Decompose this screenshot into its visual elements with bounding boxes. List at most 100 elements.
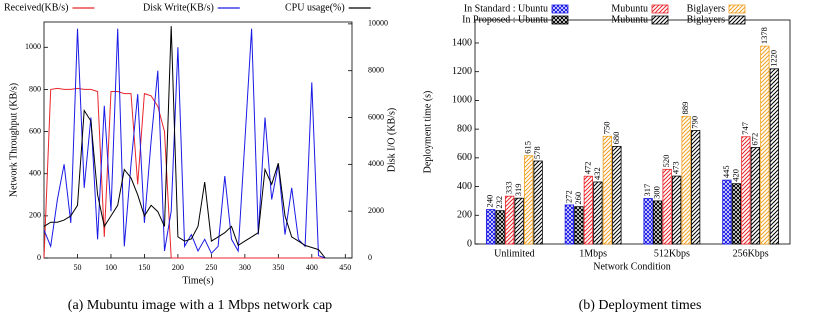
value-label: 317 — [642, 184, 652, 197]
bar — [769, 68, 780, 245]
legend-label: CPU usage(%) — [285, 2, 345, 13]
bar — [690, 130, 701, 245]
legend-swatch — [551, 4, 569, 14]
y-axis-label: Network Throughput (KB/s) — [8, 83, 19, 197]
y-tick-label: 200 — [29, 211, 41, 220]
y2-tick-label: 10000 — [368, 19, 388, 28]
bar — [574, 206, 584, 245]
value-label: 420 — [730, 169, 740, 182]
value-label: 333 — [504, 181, 514, 194]
legend-label: Received(KB/s) — [4, 2, 68, 13]
series-line — [43, 87, 326, 259]
x-tick-label: 300 — [239, 263, 251, 272]
value-label: 889 — [680, 102, 690, 115]
bar — [722, 179, 732, 245]
bar — [671, 175, 682, 245]
bar — [652, 200, 663, 245]
bar — [731, 183, 742, 245]
x-tick-label: 512Kbps — [654, 248, 690, 259]
x-tick-label: 150 — [138, 263, 150, 272]
value-label: 672 — [749, 133, 759, 146]
value-label: 578 — [532, 146, 542, 159]
bar — [662, 168, 672, 245]
legend-swatch — [551, 15, 569, 25]
value-label: 300 — [652, 186, 662, 199]
bar — [485, 209, 496, 245]
legend-label: Mubuntu — [611, 3, 648, 14]
bar — [504, 195, 515, 245]
bar — [514, 197, 524, 245]
y-tick-label: 800 — [29, 84, 41, 93]
value-label: 473 — [671, 161, 681, 174]
bar — [495, 210, 505, 245]
legend-label: Biglayers — [687, 3, 725, 14]
value-label: 520 — [661, 155, 671, 168]
y2-axis-label: Disk I/O (KB/s) — [386, 108, 397, 172]
bar — [602, 135, 613, 245]
legend-label: Disk Write(KB/s) — [143, 2, 214, 13]
bar — [612, 145, 622, 245]
bar — [564, 204, 575, 245]
bar — [533, 160, 543, 245]
series-line — [43, 26, 326, 259]
y-tick-label: 1400 — [452, 37, 472, 48]
value-label: 240 — [485, 195, 495, 208]
y-tick-label: 400 — [29, 169, 41, 178]
value-label: 1378 — [759, 27, 769, 44]
y-tick-label: 400 — [457, 181, 472, 192]
value-label: 232 — [494, 196, 504, 209]
y-tick-label: 600 — [457, 152, 472, 163]
y2-tick-label: 6000 — [368, 112, 384, 121]
y-tick-label: 0 — [37, 253, 41, 262]
value-label: 750 — [601, 122, 611, 135]
bar — [583, 175, 594, 245]
value-label: 445 — [721, 165, 731, 178]
legend-label: Mubuntu — [611, 14, 648, 25]
y-tick-label: 600 — [29, 126, 41, 135]
legend-label: In Proposed : Ubuntu — [462, 14, 548, 25]
x-tick-label: 50 — [73, 263, 81, 272]
plot-frame-b — [474, 19, 791, 245]
y-tick-label: 1000 — [25, 42, 41, 51]
x-tick-label: 400 — [306, 263, 318, 272]
x-tick-label: 256Kbps — [733, 248, 769, 259]
bar — [760, 45, 770, 245]
bar — [643, 198, 653, 245]
x-tick-label: 100 — [105, 263, 117, 272]
bar — [523, 155, 534, 245]
y-tick-label: 1000 — [452, 95, 472, 106]
x-axis-label: Time(s) — [182, 275, 213, 286]
x-axis-label: Network Condition — [593, 261, 671, 272]
value-label: 319 — [513, 183, 523, 196]
y-tick-label: 0 — [467, 238, 472, 249]
value-label: 1220 — [768, 50, 778, 67]
x-tick-label: Unlimited — [494, 248, 535, 259]
legend-swatch — [651, 4, 669, 14]
value-label: 472 — [582, 161, 592, 174]
legend-swatch — [728, 4, 746, 14]
x-tick-label: 450 — [339, 263, 351, 272]
x-tick-label: 200 — [172, 263, 184, 272]
x-tick-label: 350 — [272, 263, 284, 272]
y-tick-label: 1200 — [452, 66, 472, 77]
bar — [741, 136, 751, 245]
bar — [750, 147, 761, 245]
value-label: 790 — [690, 116, 700, 129]
value-label: 272 — [563, 190, 573, 203]
bar — [681, 115, 691, 245]
y-tick-label: 800 — [457, 123, 472, 134]
value-label: 260 — [573, 192, 583, 205]
value-label: 615 — [523, 141, 533, 154]
caption-a: (a) Mubuntu image with a 1 Mbps network … — [68, 298, 332, 313]
value-label: 680 — [611, 132, 621, 145]
legend-swatch — [651, 15, 669, 25]
x-tick-label: 250 — [205, 263, 217, 272]
series-line — [43, 28, 326, 259]
x-tick-label: 1Mbps — [579, 248, 607, 259]
y2-tick-label: 4000 — [368, 159, 384, 168]
y2-tick-label: 8000 — [368, 66, 384, 75]
caption-b: (b) Deployment times — [579, 298, 702, 313]
legend-swatch — [728, 15, 746, 25]
bar — [593, 181, 603, 245]
